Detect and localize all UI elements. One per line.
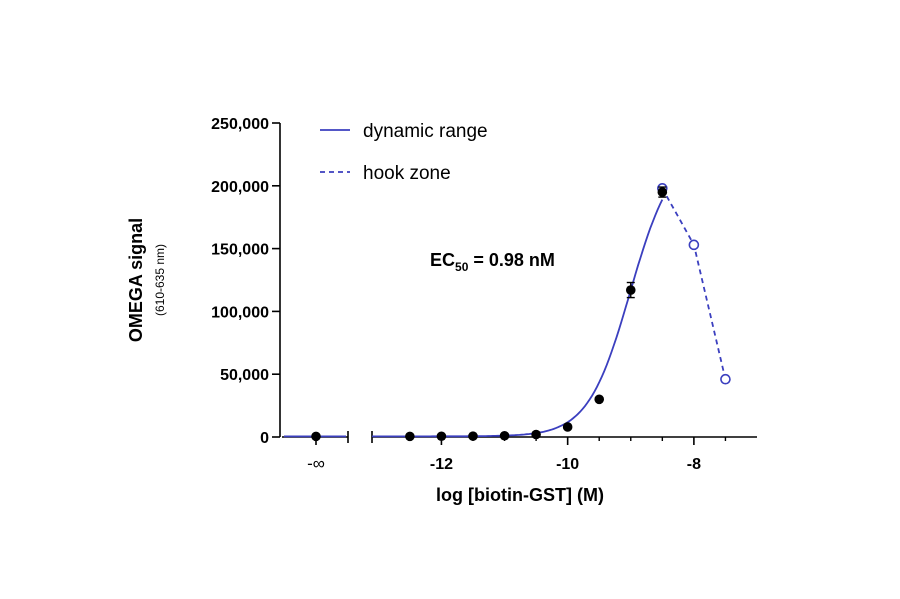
fit-layer <box>284 187 727 438</box>
data-point <box>405 431 415 442</box>
hook-zone-point <box>720 373 731 385</box>
data-point <box>562 422 573 432</box>
legend-label: dynamic range <box>363 121 488 142</box>
data-point <box>594 394 605 405</box>
axes: 0 50,000 100,000 150,000 200,000 250,000 -∞ -12… <box>211 116 757 473</box>
data-point <box>436 431 447 442</box>
y-tick-label: 0 <box>260 430 269 447</box>
points-layer <box>311 183 731 442</box>
data-point <box>657 187 668 197</box>
x-axis-label: log [biotin-GST] (M) <box>436 485 604 505</box>
y-tick-label: 100,000 <box>211 304 269 321</box>
legend-label: hook zone <box>363 163 451 184</box>
hook-zone-point <box>688 239 700 251</box>
data-point <box>531 429 541 440</box>
x-tick-label-neginf: -∞ <box>307 454 325 473</box>
legend: dynamic range hook zone <box>320 121 488 184</box>
data-point <box>625 285 636 295</box>
ec50-annotation: EC50 = 0.98 nM <box>430 250 555 274</box>
data-point <box>499 430 510 441</box>
hook-zone-line <box>661 187 727 380</box>
ec50-subscript: 50 <box>455 260 469 274</box>
data-point <box>311 431 321 442</box>
ec50-prefix: EC <box>430 250 455 270</box>
y-tick-label: 250,000 <box>211 116 269 133</box>
y-tick-label: 150,000 <box>211 242 269 259</box>
data-point <box>468 431 478 441</box>
y-axis-label: OMEGA signal <box>126 218 146 342</box>
x-tick-label: -10 <box>556 456 579 473</box>
x-tick-label: -8 <box>687 456 701 473</box>
dynamic-range-curve <box>372 199 664 438</box>
y-tick-label: 50,000 <box>220 367 269 384</box>
y-tick-label: 200,000 <box>211 179 269 196</box>
y-axis-sublabel: (610-635 nm) <box>153 244 167 316</box>
ec50-value: = 0.98 nM <box>468 250 555 270</box>
x-tick-label: -12 <box>430 456 453 473</box>
